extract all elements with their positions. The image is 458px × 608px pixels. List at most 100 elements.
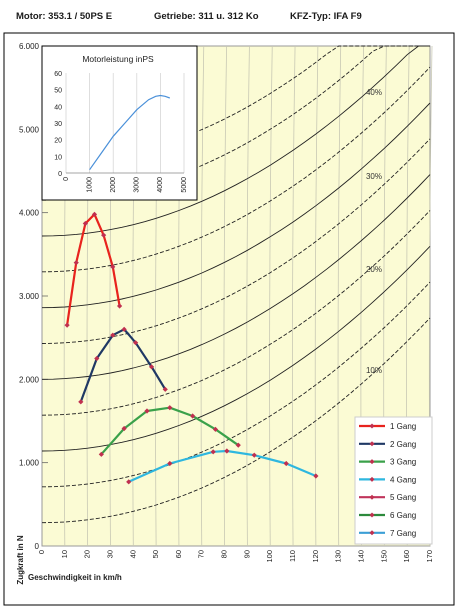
gradient-annotation: 10% bbox=[366, 366, 382, 375]
grid-line-x bbox=[200, 45, 205, 547]
data-point bbox=[313, 473, 319, 479]
x-tick-label: 170 bbox=[425, 550, 434, 563]
data-point bbox=[64, 322, 70, 328]
x-tick-label: 130 bbox=[334, 550, 343, 563]
data-point bbox=[251, 452, 257, 458]
data-point bbox=[167, 405, 173, 411]
data-point bbox=[283, 460, 289, 467]
y-tick-label: 6.000 bbox=[19, 42, 40, 51]
x-tick-label: 140 bbox=[357, 550, 366, 563]
data-point bbox=[235, 442, 241, 448]
gradient-curve bbox=[41, 66, 431, 273]
inset-y-tick-label: 0 bbox=[58, 171, 62, 178]
data-point bbox=[132, 340, 139, 346]
gradient-curve bbox=[41, 210, 431, 416]
legend-label: 2 Gang bbox=[390, 440, 416, 449]
y-tick-label: 2.000 bbox=[19, 375, 40, 384]
inset-x-tick-label: 4000 bbox=[157, 177, 164, 193]
motor-label: Motor: 353.1 / 50PS E bbox=[16, 11, 113, 22]
chart-border bbox=[3, 32, 455, 606]
data-point bbox=[162, 386, 168, 392]
x-tick-label: 90 bbox=[242, 550, 251, 558]
x-tick-label: 100 bbox=[265, 550, 274, 563]
grid-line-x bbox=[291, 45, 296, 547]
gradient-annotation: 30% bbox=[366, 172, 382, 181]
legend-marker bbox=[369, 459, 375, 465]
gradient-curve bbox=[41, 281, 431, 488]
data-point bbox=[73, 260, 79, 266]
chart-header: Motor: 353.1 / 50PS E Getriebe: 311 u. 3… bbox=[0, 0, 458, 36]
inset-y-tick-label: 40 bbox=[54, 104, 62, 111]
legend-marker bbox=[369, 476, 375, 482]
data-point bbox=[78, 399, 84, 405]
gradient-annotation: 20% bbox=[366, 265, 382, 274]
inset-series-line bbox=[89, 94, 171, 171]
data-point bbox=[212, 426, 219, 432]
x-tick-label: 30 bbox=[105, 550, 114, 558]
legend-label: 4 Gang bbox=[390, 475, 416, 484]
data-point bbox=[167, 460, 173, 467]
data-point bbox=[224, 448, 230, 454]
data-point bbox=[210, 449, 216, 455]
x-tick-label: 110 bbox=[288, 550, 297, 562]
legend-marker bbox=[369, 423, 375, 429]
legend-marker bbox=[369, 441, 375, 447]
kfz-typ-label: KFZ-Typ: IFA F9 bbox=[290, 11, 362, 22]
x-tick-label: 60 bbox=[174, 550, 183, 558]
legend-label: 5 Gang bbox=[390, 493, 416, 502]
legend-marker bbox=[369, 494, 375, 500]
data-point bbox=[91, 211, 98, 217]
inset-y-tick-label: 20 bbox=[54, 138, 62, 145]
inset-y-tick-label: 60 bbox=[54, 71, 62, 78]
inset-y-tick-label: 50 bbox=[54, 88, 62, 95]
y-axis-label: Zugkraft in N bbox=[16, 535, 25, 585]
legend-label: 6 Gang bbox=[390, 511, 416, 520]
gradient-curve bbox=[41, 45, 430, 201]
inset-y-tick-label: 30 bbox=[54, 121, 62, 128]
inset-x-tick-label: 2000 bbox=[110, 177, 117, 193]
inset-title: Motorleistung inPS bbox=[82, 54, 154, 64]
gradient-curve bbox=[41, 102, 431, 309]
x-tick-label: 0 bbox=[37, 550, 46, 554]
data-point bbox=[82, 220, 88, 227]
y-tick-label: 4.000 bbox=[19, 209, 40, 218]
gradient-curve bbox=[41, 138, 431, 344]
x-axis-label: Geschwindigkeit in km/h bbox=[28, 573, 122, 582]
gradient-curve bbox=[41, 245, 431, 452]
inset-chart-box bbox=[41, 45, 198, 201]
gradient-annotation: 40% bbox=[366, 88, 382, 97]
x-tick-label: 20 bbox=[83, 550, 92, 558]
data-point bbox=[110, 332, 116, 338]
data-point bbox=[101, 232, 107, 238]
data-point bbox=[121, 425, 127, 432]
gradient-curve bbox=[41, 317, 431, 524]
data-point bbox=[110, 264, 116, 270]
data-point bbox=[144, 408, 150, 414]
data-point bbox=[121, 326, 127, 332]
data-point bbox=[98, 451, 104, 457]
y-tick-label: 5.000 bbox=[19, 125, 40, 134]
inset-x-tick-label: 5000 bbox=[181, 177, 188, 193]
y-tick-label: 3.000 bbox=[19, 292, 40, 301]
gradient-curve bbox=[41, 174, 431, 380]
legend-label: 3 Gang bbox=[390, 458, 416, 467]
x-tick-label: 150 bbox=[379, 550, 388, 563]
inset-y-tick-label: 10 bbox=[54, 154, 62, 161]
legend-label: 7 Gang bbox=[390, 529, 416, 538]
legend-marker bbox=[369, 530, 375, 536]
data-point bbox=[126, 479, 132, 485]
grid-line-x bbox=[269, 45, 273, 547]
x-tick-label: 120 bbox=[311, 550, 320, 563]
x-tick-label: 160 bbox=[402, 550, 411, 563]
y-tick-label: 1.000 bbox=[19, 459, 40, 468]
x-tick-label: 40 bbox=[128, 550, 137, 558]
data-point bbox=[94, 355, 100, 362]
inset-x-tick-label: 0 bbox=[63, 177, 70, 181]
x-tick-label: 70 bbox=[197, 550, 206, 558]
x-tick-label: 80 bbox=[220, 550, 229, 558]
legend-marker bbox=[369, 512, 375, 518]
x-tick-label: 10 bbox=[60, 550, 69, 558]
data-point bbox=[117, 303, 123, 309]
